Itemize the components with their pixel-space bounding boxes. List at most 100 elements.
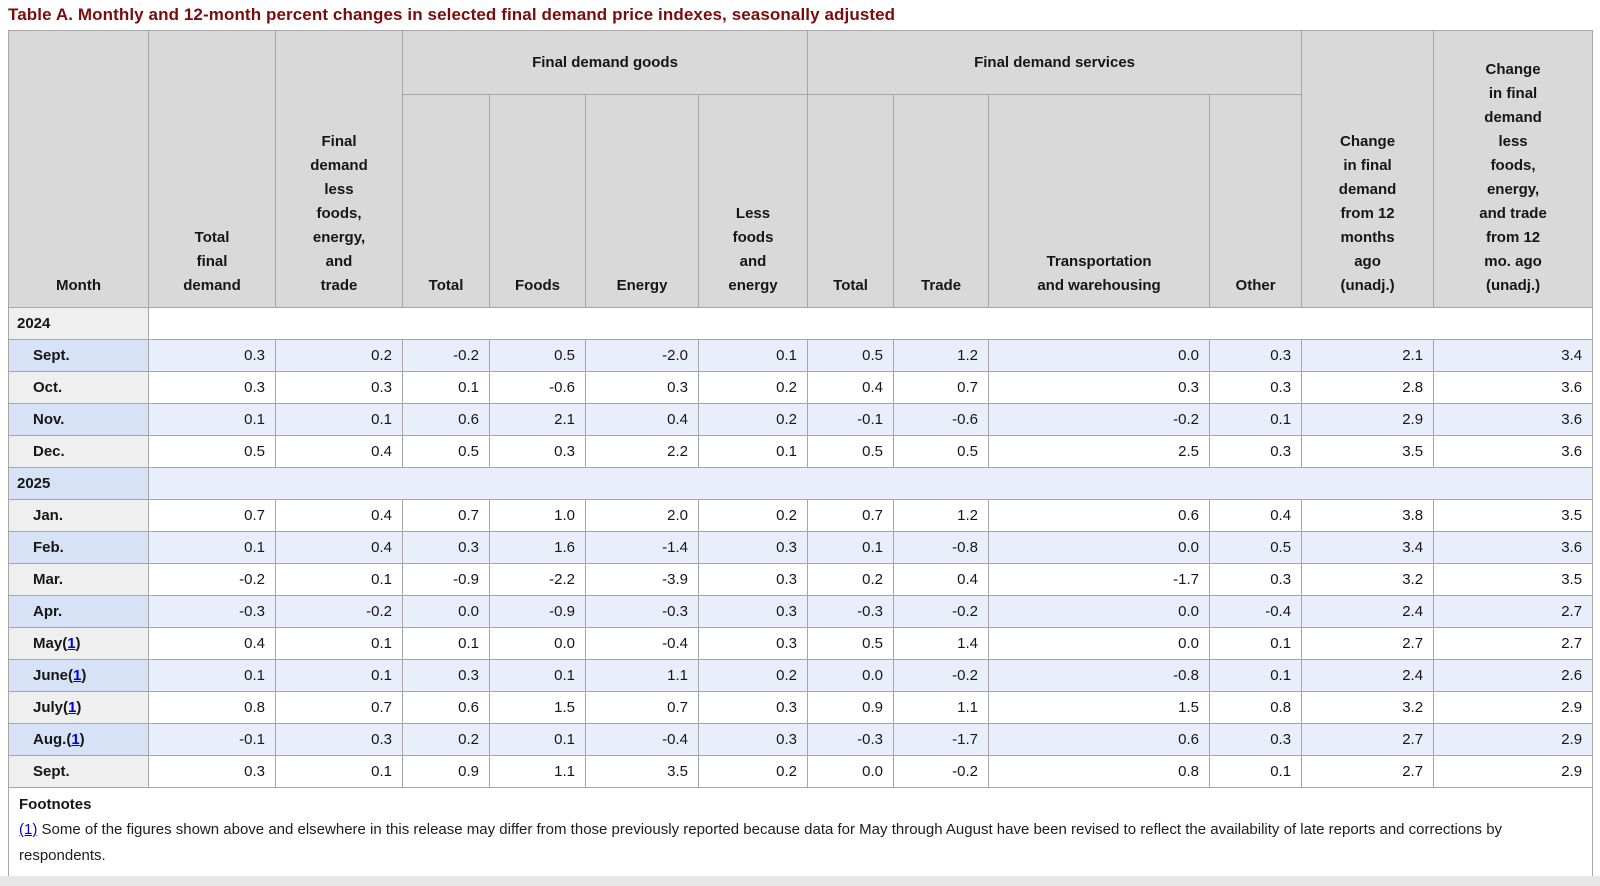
value-cell: 1.1 bbox=[893, 691, 990, 724]
row-label: 2025 bbox=[8, 467, 149, 500]
row-label: Dec. bbox=[8, 435, 149, 468]
value-cell: 0.3 bbox=[1209, 371, 1303, 404]
footnote-ref-link[interactable]: 1 bbox=[68, 699, 77, 716]
value-cell: 0.7 bbox=[807, 499, 895, 532]
value-cell: 0.0 bbox=[807, 659, 895, 692]
value-cell: -3.9 bbox=[585, 563, 699, 596]
value-cell: 0.0 bbox=[807, 755, 895, 788]
value-cell: 0.8 bbox=[148, 691, 276, 724]
value-cell: 2.7 bbox=[1433, 627, 1594, 660]
value-cell: 2.9 bbox=[1301, 403, 1435, 436]
table-row: July(1) 0.8 0.7 0.6 1.5 0.7 0.3 0.9 1.1 1.5 0.8 3.2… bbox=[8, 691, 1594, 724]
value-cell: 0.1 bbox=[275, 563, 403, 596]
value-cell: 0.7 bbox=[275, 691, 403, 724]
row-label: Apr. bbox=[8, 595, 149, 628]
value-cell: 0.7 bbox=[893, 371, 990, 404]
value-cell: 2.1 bbox=[1301, 339, 1435, 372]
value-cell: -0.2 bbox=[402, 339, 490, 372]
value-cell: 0.3 bbox=[697, 563, 809, 596]
row-label: July(1) bbox=[8, 691, 149, 724]
value-cell: 0.7 bbox=[402, 499, 490, 532]
value-cell: 1.5 bbox=[988, 691, 1211, 724]
table-row: May(1) 0.4 0.1 0.1 0.0 -0.4 0.3 0.5 1.4 0.0 0.1 2.7… bbox=[8, 627, 1594, 660]
value-cell: -0.2 bbox=[275, 595, 403, 628]
value-cell: 0.1 bbox=[275, 627, 403, 660]
table-row: Nov. 0.1 0.1 0.6 2.1 0.4 0.2 -0.1 -0.6 -0.2 0.1 2.9… bbox=[8, 403, 1594, 436]
value-cell: 0.2 bbox=[697, 499, 809, 532]
value-cell: 3.5 bbox=[1433, 499, 1594, 532]
col-header-services-transportation: Transportation and warehousing bbox=[988, 94, 1211, 308]
value-cell: 0.4 bbox=[275, 531, 403, 564]
value-cell: 0.1 bbox=[1209, 403, 1303, 436]
value-cell: -0.6 bbox=[489, 371, 586, 404]
value-cell: 0.3 bbox=[148, 371, 276, 404]
value-cell: 2.7 bbox=[1301, 627, 1435, 660]
value-cell: 0.1 bbox=[148, 659, 276, 692]
value-cell: 0.4 bbox=[585, 403, 699, 436]
value-cell: -0.1 bbox=[148, 723, 276, 756]
value-cell: -0.1 bbox=[807, 403, 895, 436]
row-label: Feb. bbox=[8, 531, 149, 564]
table-row: Sept. 0.3 0.2 -0.2 0.5 -2.0 0.1 0.5 1.2 0.0 0.3 2.1… bbox=[8, 339, 1594, 372]
value-cell: -0.9 bbox=[402, 563, 490, 596]
value-cell: 3.2 bbox=[1301, 691, 1435, 724]
value-cell: 0.1 bbox=[402, 371, 490, 404]
col-header-services-trade: Trade bbox=[893, 94, 990, 308]
value-cell: 0.3 bbox=[275, 371, 403, 404]
value-cell: 0.1 bbox=[402, 627, 490, 660]
value-cell: -0.9 bbox=[489, 595, 586, 628]
value-cell: 0.0 bbox=[489, 627, 586, 660]
year-row-filler bbox=[147, 467, 1594, 500]
col-header-change-12mo-less-fet: Change in final demand less foods, energ… bbox=[1433, 30, 1594, 308]
value-cell: 0.5 bbox=[402, 435, 490, 468]
value-cell: 2.7 bbox=[1301, 723, 1435, 756]
value-cell: 0.5 bbox=[1209, 531, 1303, 564]
value-cell: -0.6 bbox=[893, 403, 990, 436]
col-header-goods-less-foods-energy: Less foods and energy bbox=[697, 94, 809, 308]
col-header-goods-energy: Energy bbox=[585, 94, 699, 308]
value-cell: 0.4 bbox=[1209, 499, 1303, 532]
value-cell: 0.3 bbox=[697, 723, 809, 756]
value-cell: 0.5 bbox=[807, 339, 895, 372]
col-group-final-demand-services: Final demand services bbox=[807, 30, 1303, 95]
value-cell: 0.1 bbox=[275, 755, 403, 788]
footnote-ref-link[interactable]: 1 bbox=[67, 635, 76, 652]
value-cell: 3.4 bbox=[1301, 531, 1435, 564]
row-label: Mar. bbox=[8, 563, 149, 596]
value-cell: 0.8 bbox=[1209, 691, 1303, 724]
value-cell: 0.2 bbox=[697, 755, 809, 788]
row-label: June(1) bbox=[8, 659, 149, 692]
value-cell: 0.8 bbox=[988, 755, 1211, 788]
value-cell: 0.2 bbox=[697, 659, 809, 692]
value-cell: 0.3 bbox=[148, 755, 276, 788]
table-row: Oct. 0.3 0.3 0.1 -0.6 0.3 0.2 0.4 0.7 0.3 0.3 2.8 3.… bbox=[8, 371, 1594, 404]
value-cell: 1.6 bbox=[489, 531, 586, 564]
value-cell: 0.3 bbox=[148, 339, 276, 372]
value-cell: 2.8 bbox=[1301, 371, 1435, 404]
value-cell: 2.9 bbox=[1433, 755, 1594, 788]
table-row: Jan. 0.7 0.4 0.7 1.0 2.0 0.2 0.7 1.2 0.6 0.4 3.8 3.5 bbox=[8, 499, 1594, 532]
value-cell: 0.2 bbox=[807, 563, 895, 596]
value-cell: -0.4 bbox=[585, 627, 699, 660]
footnote-ref-link[interactable]: 1 bbox=[71, 731, 80, 748]
value-cell: 0.1 bbox=[697, 339, 809, 372]
col-header-total-final-demand: Total final demand bbox=[148, 30, 276, 308]
year-row: 2024 bbox=[8, 307, 1594, 340]
value-cell: 3.4 bbox=[1433, 339, 1594, 372]
row-label: Jan. bbox=[8, 499, 149, 532]
value-cell: -0.2 bbox=[148, 563, 276, 596]
price-index-table: Month Total final demand Final demand le… bbox=[7, 30, 1594, 881]
value-cell: 0.4 bbox=[148, 627, 276, 660]
value-cell: -0.2 bbox=[893, 755, 990, 788]
footnote-1-link[interactable]: (1) bbox=[19, 821, 38, 838]
value-cell: 0.2 bbox=[697, 371, 809, 404]
value-cell: 3.8 bbox=[1301, 499, 1435, 532]
year-row-filler bbox=[147, 307, 1594, 340]
value-cell: 0.2 bbox=[402, 723, 490, 756]
value-cell: 0.3 bbox=[697, 531, 809, 564]
table-header: Month Total final demand Final demand le… bbox=[8, 30, 1594, 308]
table-row: Mar. -0.2 0.1 -0.9 -2.2 -3.9 0.3 0.2 0.4 -1.7 0.3 3… bbox=[8, 563, 1594, 596]
footnote-ref-link[interactable]: 1 bbox=[73, 667, 82, 684]
value-cell: 1.2 bbox=[893, 499, 990, 532]
value-cell: 0.6 bbox=[988, 723, 1211, 756]
